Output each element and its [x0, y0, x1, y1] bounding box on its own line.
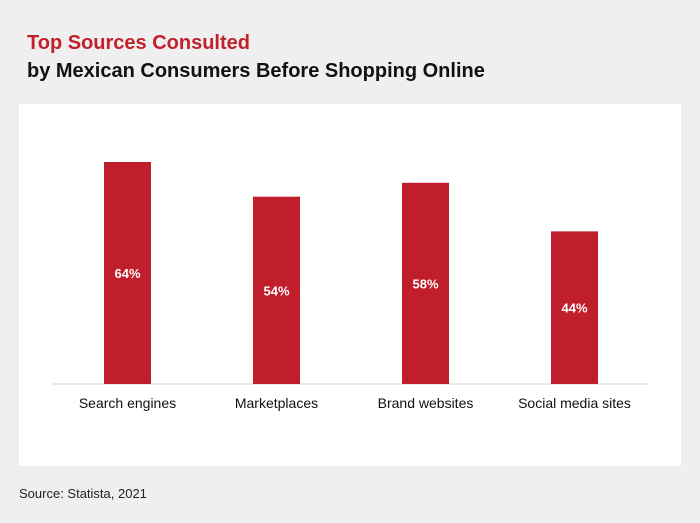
category-label: Search engines — [79, 395, 176, 411]
category-label: Brand websites — [378, 395, 474, 411]
bar-chart: 64% Search engines 54% Marketplaces 58% Brand… — [52, 162, 649, 411]
chart-title: Top Sources Consulted — [27, 32, 250, 54]
bar-social-media-sites — [551, 231, 598, 384]
data-label: 58% — [412, 276, 438, 291]
bar-search-engines — [104, 162, 151, 384]
data-label: 54% — [263, 283, 289, 298]
category-label: Marketplaces — [235, 395, 318, 411]
bar-brand-websites — [402, 182, 449, 384]
source-note: Source: Statista, 2021 — [19, 486, 147, 501]
chart-panel: 64% Search engines 54% Marketplaces 58% Brand… — [19, 104, 681, 466]
data-label: 44% — [561, 301, 587, 316]
category-label: Social media sites — [518, 395, 631, 411]
bar-marketplaces — [253, 196, 300, 384]
data-label: 64% — [114, 266, 140, 281]
chart-subtitle: by Mexican Consumers Before Shopping Onl… — [27, 60, 485, 82]
